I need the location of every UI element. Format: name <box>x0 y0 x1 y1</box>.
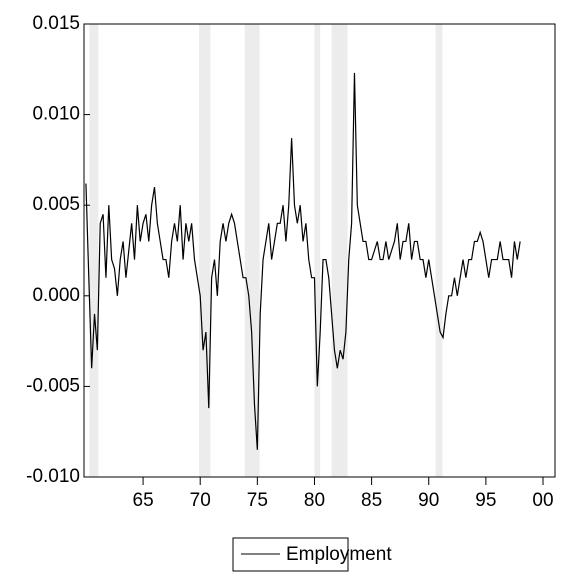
recession-band <box>314 24 321 477</box>
y-tick-label: -0.010 <box>26 466 80 487</box>
y-tick-label: 0.000 <box>32 285 80 306</box>
x-tick-label: 90 <box>418 490 439 511</box>
recession-band <box>244 24 260 477</box>
y-tick-label: 0.005 <box>32 194 80 215</box>
x-tick-label: 95 <box>475 490 496 511</box>
y-tick-label: 0.015 <box>32 13 80 34</box>
recession-band <box>331 24 348 477</box>
y-tick-label: 0.010 <box>32 104 80 125</box>
recession-band <box>435 24 443 477</box>
x-tick-label: 80 <box>304 490 325 511</box>
x-tick-label: 65 <box>133 490 154 511</box>
y-tick-label: -0.005 <box>26 375 80 396</box>
legend-box <box>232 537 349 572</box>
series-line <box>85 72 521 450</box>
x-tick-label: 85 <box>361 490 382 511</box>
legend-label: Employment <box>286 544 392 565</box>
plot-frame <box>83 23 556 478</box>
recession-band <box>89 24 99 477</box>
recession-band <box>199 24 211 477</box>
x-tick-label: 00 <box>532 490 553 511</box>
x-tick-label: 75 <box>247 490 268 511</box>
x-tick-label: 70 <box>190 490 211 511</box>
